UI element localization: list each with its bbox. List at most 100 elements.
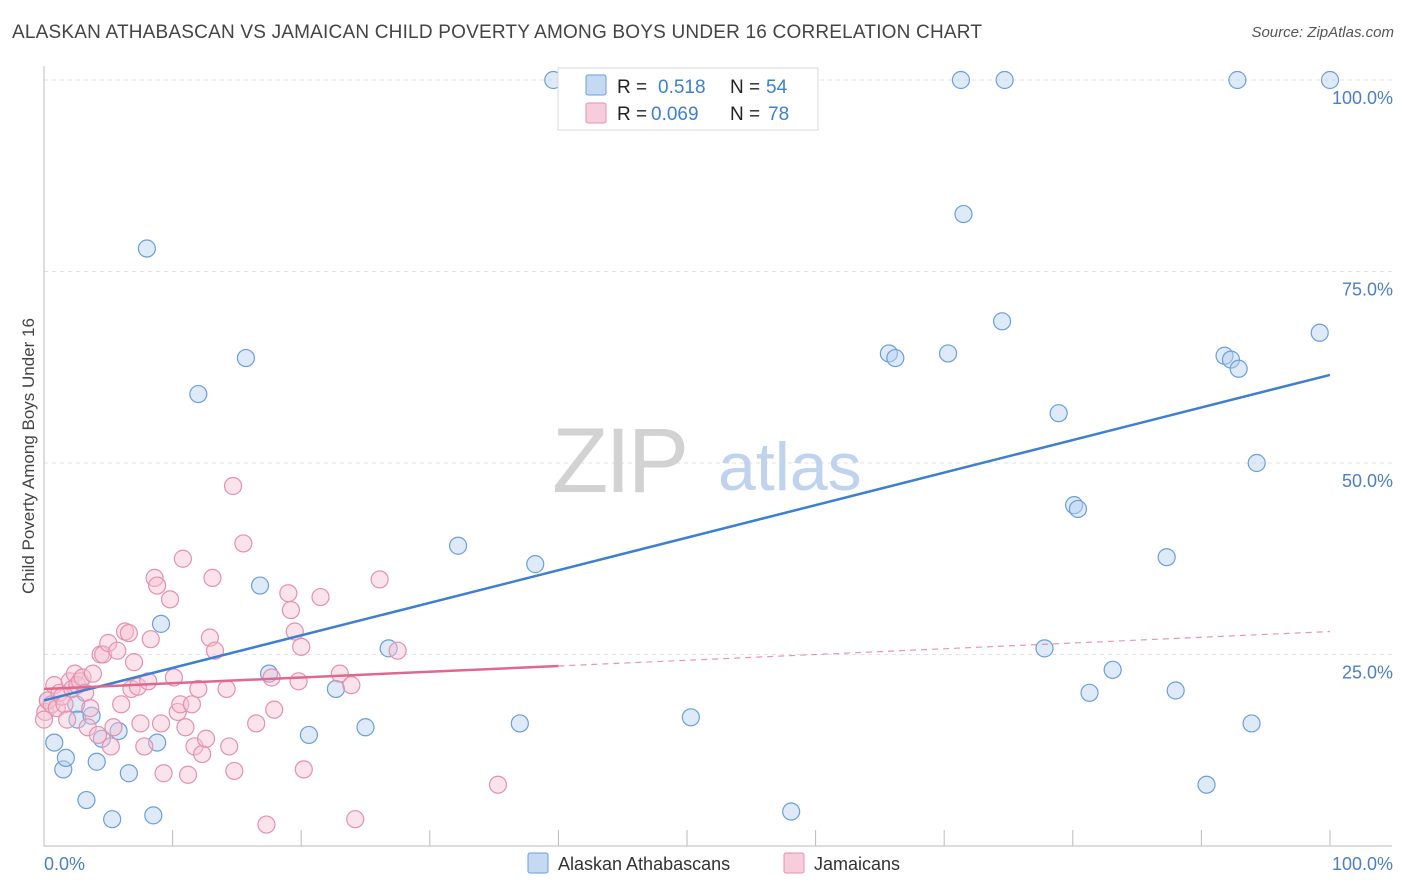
- tick-labels: 25.0% 50.0% 75.0% 100.0% 0.0% 100.0%: [44, 88, 1393, 874]
- data-point: [193, 744, 212, 764]
- data-point: [154, 764, 173, 783]
- data-point: [1197, 775, 1216, 794]
- data-point: [220, 737, 239, 756]
- data-point: [1229, 359, 1248, 378]
- data-point: [782, 802, 801, 821]
- data-point: [1049, 404, 1068, 423]
- data-point: [148, 576, 167, 595]
- y-tick-label: 75.0%: [1342, 280, 1393, 300]
- stats-n-label-jamaicans: N =: [730, 104, 760, 125]
- data-point: [681, 708, 700, 727]
- data-point: [265, 700, 284, 719]
- data-point: [55, 695, 74, 714]
- stats-swatch-jamaicans: [585, 102, 607, 124]
- data-point: [1221, 350, 1241, 369]
- data-point: [1242, 714, 1261, 733]
- data-point: [388, 641, 407, 660]
- data-point: [108, 641, 127, 660]
- data-point: [510, 714, 529, 733]
- data-point: [1320, 70, 1340, 90]
- data-point: [247, 714, 266, 733]
- data-point: [68, 710, 87, 729]
- data-point: [294, 760, 313, 779]
- data-point: [448, 536, 468, 555]
- data-point: [326, 679, 346, 699]
- data-point: [370, 570, 389, 589]
- data-point: [281, 600, 301, 620]
- x-tick-label: 100.0%: [1332, 854, 1393, 874]
- data-point: [78, 718, 97, 737]
- data-point: [189, 384, 208, 404]
- trend-lines: [43, 373, 1331, 702]
- data-point: [938, 344, 958, 363]
- data-point: [112, 695, 131, 714]
- data-point: [101, 737, 120, 756]
- data-point: [141, 630, 160, 649]
- stats-r-label-jamaicans: R =: [617, 104, 647, 125]
- trend-line: [43, 664, 559, 691]
- data-point: [1157, 548, 1176, 567]
- data-point: [45, 733, 64, 752]
- series-alaskan-athabascans-points: [38, 70, 1340, 829]
- data-point: [257, 815, 276, 834]
- legend-label-jamaicans: Jamaicans: [814, 854, 900, 874]
- chart-source: Source: ZipAtlas.com: [1251, 24, 1394, 41]
- data-point: [160, 590, 180, 609]
- data-point: [104, 718, 123, 737]
- data-point: [234, 534, 253, 553]
- data-point: [1310, 323, 1329, 342]
- data-point: [203, 568, 222, 588]
- data-point: [128, 677, 147, 696]
- data-point: [1247, 453, 1266, 473]
- data-point: [77, 790, 96, 810]
- data-point: [151, 714, 171, 733]
- data-point: [88, 725, 108, 745]
- data-point: [223, 476, 243, 496]
- data-point: [217, 679, 236, 699]
- data-point: [87, 752, 106, 771]
- data-point: [526, 555, 545, 574]
- series-legend: Alaskan Athabascans Jamaicans: [527, 852, 900, 874]
- data-point: [289, 672, 308, 691]
- data-point: [1068, 499, 1088, 519]
- stats-n-value-alaskan: 54: [766, 77, 788, 98]
- data-point: [82, 706, 101, 725]
- data-point: [330, 664, 349, 683]
- data-point: [346, 810, 365, 829]
- data-point: [1035, 639, 1054, 658]
- data-point: [73, 668, 92, 687]
- data-point: [103, 810, 122, 829]
- stats-n-value-jamaicans: 78: [768, 104, 789, 125]
- data-point: [279, 584, 298, 603]
- data-point: [250, 576, 270, 595]
- grid-lines: [44, 79, 1392, 655]
- data-point: [144, 806, 163, 825]
- data-point: [54, 760, 73, 779]
- axes: [43, 66, 1392, 847]
- data-point: [992, 312, 1012, 331]
- y-axis-label: Child Poverty Among Boys Under 16: [19, 318, 38, 594]
- data-point: [954, 204, 973, 224]
- data-point: [196, 729, 216, 748]
- stats-r-value-alaskan: 0.518: [658, 77, 706, 98]
- data-point: [311, 587, 330, 607]
- data-point: [173, 549, 192, 568]
- data-point: [182, 695, 201, 714]
- stats-legend: R = 0.518 N = 54 R = 0.069 N = 78: [557, 67, 819, 131]
- data-point: [135, 737, 154, 756]
- chart-title: ALASKAN ATHABASCAN VS JAMAICAN CHILD POV…: [12, 22, 983, 43]
- data-point: [225, 761, 244, 781]
- data-point: [178, 765, 198, 784]
- data-point: [342, 676, 361, 695]
- data-point: [292, 637, 311, 656]
- data-point: [131, 714, 150, 733]
- data-point: [56, 748, 75, 768]
- data-point: [137, 239, 156, 258]
- data-point: [1080, 683, 1099, 702]
- data-point: [94, 645, 113, 664]
- data-point: [879, 344, 899, 363]
- series-jamaicans-points: [34, 476, 508, 834]
- data-point: [236, 348, 256, 368]
- trend-line-dashed: [558, 630, 1331, 667]
- stats-swatch-alaskan: [585, 74, 607, 96]
